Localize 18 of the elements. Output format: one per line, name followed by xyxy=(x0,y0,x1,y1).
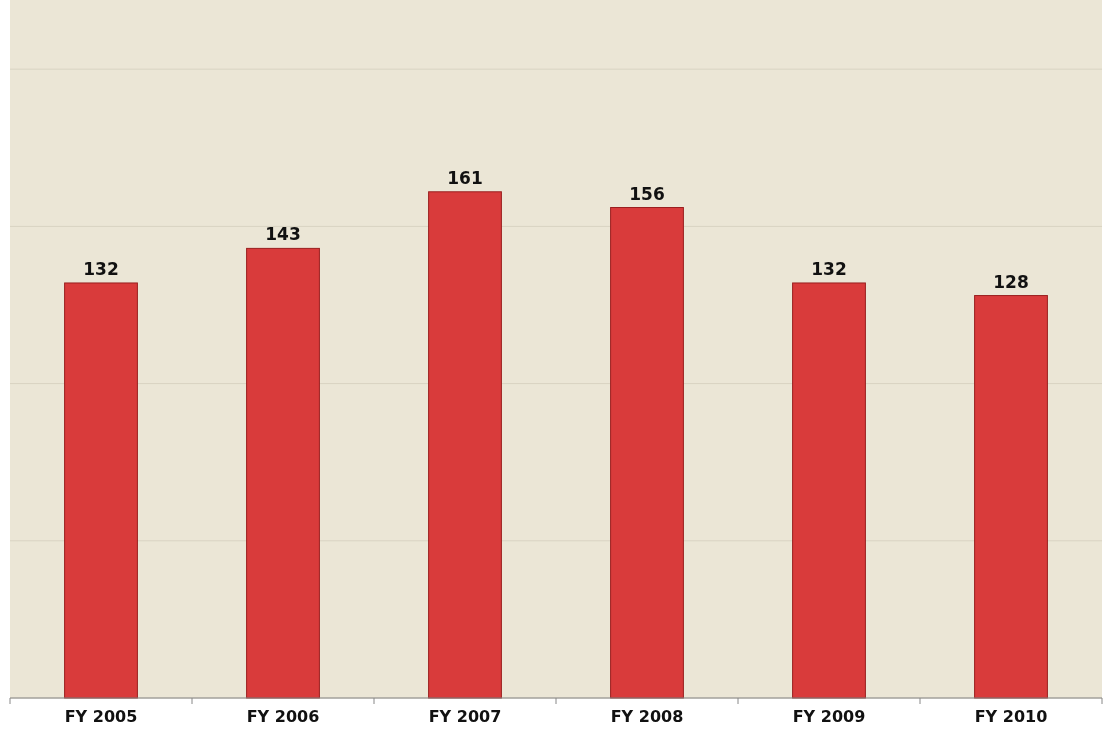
data-label: 161 xyxy=(447,167,483,188)
bar xyxy=(246,247,320,699)
x-tick-label: FY 2005 xyxy=(64,707,138,726)
data-label: 143 xyxy=(265,224,301,245)
x-tick-label: FY 2009 xyxy=(792,707,866,726)
x-tick-label: FY 2006 xyxy=(246,707,320,726)
data-label: 156 xyxy=(629,183,665,204)
x-tick-label: FY 2010 xyxy=(974,707,1048,726)
data-label: 132 xyxy=(83,258,119,279)
data-label: 132 xyxy=(811,258,847,279)
data-label: 128 xyxy=(993,271,1029,292)
bar xyxy=(428,191,502,699)
x-tick-label: FY 2008 xyxy=(610,707,684,726)
bar xyxy=(64,282,138,699)
bar xyxy=(610,207,684,699)
bar xyxy=(792,282,866,699)
bar xyxy=(974,295,1048,699)
x-tick-label: FY 2007 xyxy=(428,707,502,726)
